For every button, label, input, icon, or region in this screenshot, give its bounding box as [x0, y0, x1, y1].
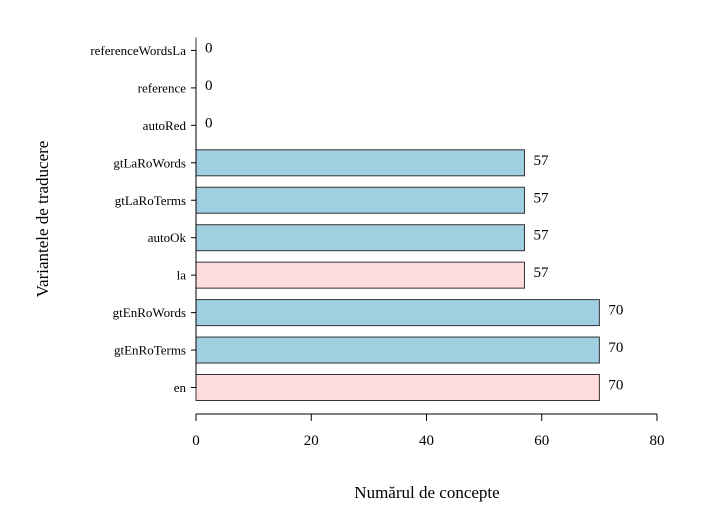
bar [195, 299, 600, 327]
value-label: 57 [533, 153, 549, 169]
bars-layer [195, 37, 600, 401]
y-tick-label: autoRed [143, 118, 187, 133]
bar [195, 186, 525, 214]
y-tick-label: referenceWordsLa [90, 43, 186, 58]
value-label: 57 [533, 190, 549, 206]
y-tick-label: gtLaRoTerms [115, 193, 186, 208]
x-axis-title: Numărul de concepte [354, 483, 499, 502]
y-tick-label: gtEnRoTerms [114, 343, 186, 358]
axes-layer: 0 20 40 60 80 [191, 49, 665, 449]
bar [195, 224, 525, 252]
labels-layer: en 70 gtEnRoTerms 70 gtEnRoWords 70 la 57 autoOk… [90, 40, 623, 395]
y-tick-label: la [177, 268, 187, 283]
x-tick-label: 60 [534, 433, 549, 449]
y-tick-label: en [174, 380, 187, 395]
x-tick-label: 40 [419, 433, 434, 449]
value-label: 70 [608, 303, 623, 319]
x-tick-label: 0 [192, 433, 200, 449]
value-label: 57 [533, 228, 549, 244]
y-tick-label: reference [138, 80, 187, 95]
x-tick-label: 20 [304, 433, 319, 449]
value-label: 70 [608, 340, 623, 356]
value-label: 0 [205, 78, 213, 94]
bar [195, 336, 600, 364]
y-tick-label: gtLaRoWords [113, 155, 186, 170]
value-label: 0 [205, 40, 213, 56]
value-label: 57 [533, 265, 549, 281]
bar [195, 374, 600, 401]
y-tick-label: autoOk [148, 230, 187, 245]
value-label: 70 [608, 378, 623, 394]
x-tick-label: 80 [650, 433, 665, 449]
bar [195, 149, 525, 177]
y-tick-label: gtEnRoWords [113, 305, 186, 320]
bar [195, 261, 525, 289]
y-axis-title: Variantele de traducere [33, 141, 52, 298]
value-label: 0 [205, 115, 213, 131]
